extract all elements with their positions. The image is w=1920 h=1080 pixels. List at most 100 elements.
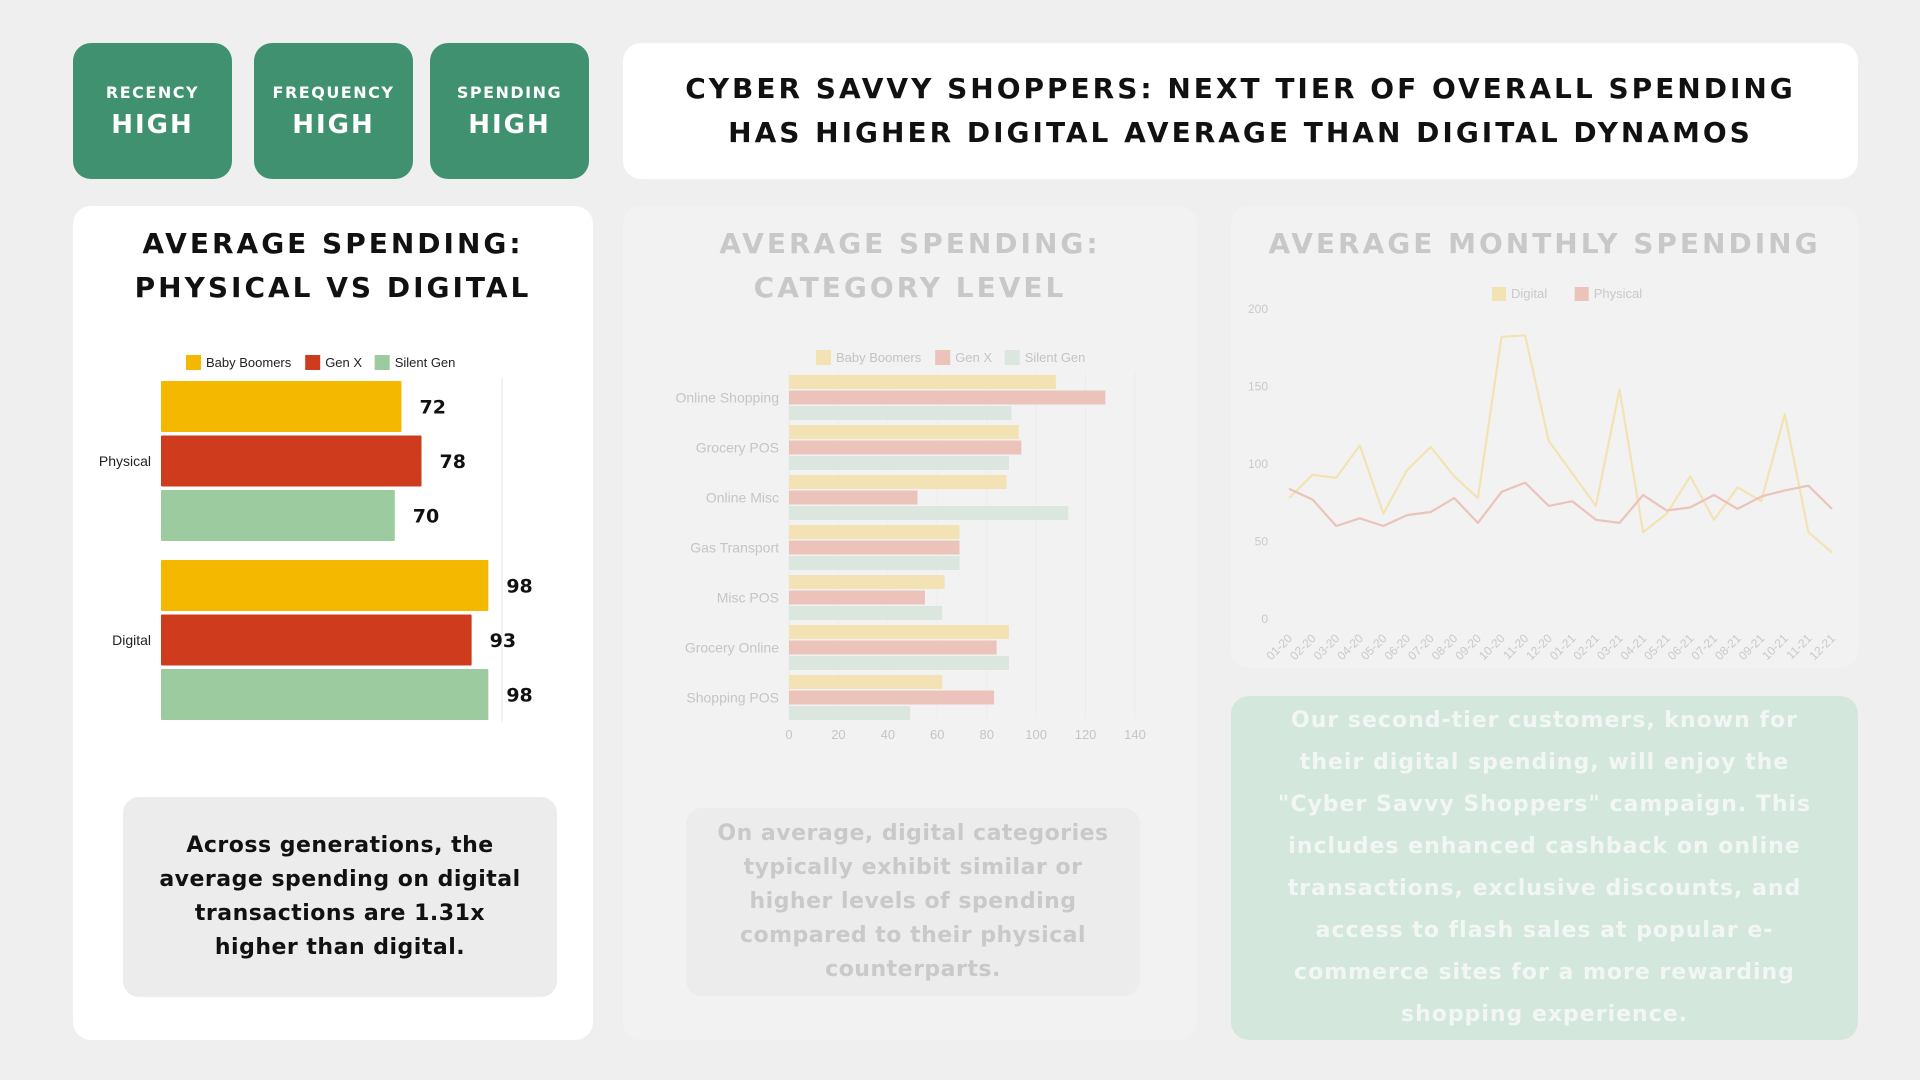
x-tick-08-21: 08-21 [1712, 631, 1744, 663]
category-label-gas-transport: Gas Transport [690, 540, 779, 556]
x-tick-100: 100 [1025, 727, 1047, 742]
frequency-label: FREQUENCY [272, 83, 395, 102]
bar-digital-gen-x [161, 614, 472, 666]
recency-value: HIGH [111, 110, 194, 140]
recency-label: RECENCY [105, 83, 200, 102]
legend-label-baby-boomers: Baby Boomers [206, 355, 292, 370]
x-tick-60: 60 [930, 727, 944, 742]
panel2-title: AVERAGE SPENDING: CATEGORY LEVEL [623, 222, 1197, 310]
legend-label-physical: Physical [1594, 286, 1643, 301]
legend-swatch-gen-x [935, 350, 951, 365]
page-title: CYBER SAVVY SHOPPERS: NEXT TIER OF OVERA… [685, 67, 1796, 155]
bar-shopping-pos-gen-x [789, 690, 995, 705]
panel1-title: AVERAGE SPENDING: PHYSICAL VS DIGITAL [73, 222, 593, 310]
spending-value: HIGH [468, 110, 551, 140]
x-tick-20: 20 [831, 727, 845, 742]
frequency-value: HIGH [292, 110, 375, 140]
category-label-online-shopping: Online Shopping [675, 390, 779, 406]
x-tick-07-20: 07-20 [1405, 631, 1437, 663]
bar-gas-transport-baby-boomers [789, 525, 960, 539]
x-tick-140: 140 [1124, 727, 1146, 742]
bar-shopping-pos-baby-boomers [789, 675, 943, 689]
x-tick-04-20: 04-20 [1334, 631, 1366, 663]
category-label-digital: Digital [112, 632, 151, 648]
legend-label-gen-x: Gen X [955, 350, 992, 365]
y-tick-50: 50 [1255, 535, 1269, 549]
x-tick-03-21: 03-21 [1594, 631, 1626, 663]
bar-grocery-pos-gen-x [789, 440, 1022, 455]
x-tick-10-21: 10-21 [1759, 631, 1791, 663]
bar-physical-gen-x [161, 435, 422, 487]
x-tick-01-20: 01-20 [1264, 631, 1296, 663]
bar-digital-baby-boomers [161, 560, 489, 611]
bar-misc-pos-baby-boomers [789, 575, 945, 589]
panel1-note: Across generations, the average spending… [123, 797, 557, 997]
legend-swatch-gen-x [305, 355, 321, 370]
bar-misc-pos-gen-x [789, 590, 925, 605]
spending-label: SPENDING [456, 83, 563, 102]
panel2-note: On average, digital categories typically… [686, 808, 1140, 996]
bar-physical-baby-boomers [161, 381, 402, 432]
x-tick-12-20: 12-20 [1523, 631, 1555, 663]
page-title-line1: CYBER SAVVY SHOPPERS: NEXT TIER OF OVERA… [685, 72, 1796, 105]
header-card: CYBER SAVVY SHOPPERS: NEXT TIER OF OVERA… [623, 43, 1858, 179]
panel1-title-line1: AVERAGE SPENDING: [142, 227, 524, 260]
x-tick-120: 120 [1075, 727, 1097, 742]
bar-misc-pos-silent-gen [789, 606, 943, 620]
data-label-physical-silent-gen: 70 [413, 506, 439, 528]
legend-swatch-physical [1574, 287, 1589, 301]
y-tick-150: 150 [1248, 380, 1268, 394]
x-tick-07-21: 07-21 [1688, 631, 1720, 663]
data-label-digital-silent-gen: 98 [506, 685, 532, 707]
legend-label-silent-gen: Silent Gen [395, 355, 456, 370]
recency-badge: RECENCY HIGH [73, 43, 232, 179]
x-tick-06-21: 06-21 [1665, 631, 1697, 663]
x-tick-04-21: 04-21 [1618, 631, 1650, 663]
bar-physical-silent-gen [161, 490, 395, 541]
panel3-note: Our second-tier customers, known for the… [1231, 696, 1858, 1040]
data-label-physical-gen-x: 78 [440, 451, 466, 473]
bar-grocery-online-gen-x [789, 640, 997, 655]
bar-online-shopping-silent-gen [789, 406, 1012, 420]
data-label-digital-gen-x: 93 [490, 630, 516, 652]
x-tick-40: 40 [881, 727, 895, 742]
bar-grocery-online-silent-gen [789, 656, 1009, 670]
spending-badge: SPENDING HIGH [430, 43, 589, 179]
bar-digital-silent-gen [161, 669, 489, 720]
x-tick-09-20: 09-20 [1452, 631, 1484, 663]
legend-label-silent-gen: Silent Gen [1025, 350, 1086, 365]
y-tick-0: 0 [1261, 612, 1268, 626]
page-title-line2: HAS HIGHER DIGITAL AVERAGE THAN DIGITAL … [728, 116, 1753, 149]
x-tick-05-21: 05-21 [1641, 631, 1673, 663]
x-tick-05-20: 05-20 [1358, 631, 1390, 663]
panel3-title: AVERAGE MONTHLY SPENDING [1268, 227, 1821, 260]
data-label-physical-baby-boomers: 72 [419, 397, 445, 419]
bar-online-shopping-baby-boomers [789, 375, 1056, 389]
legend-label-gen-x: Gen X [325, 355, 362, 370]
bar-shopping-pos-silent-gen [789, 706, 911, 720]
panel1-title-line2: PHYSICAL VS DIGITAL [134, 271, 532, 304]
bar-grocery-pos-silent-gen [789, 456, 1009, 470]
category-label-physical: Physical [99, 453, 151, 469]
panel2-title-line1: AVERAGE SPENDING: [719, 227, 1101, 260]
x-tick-02-21: 02-21 [1570, 631, 1602, 663]
y-tick-100: 100 [1248, 457, 1268, 471]
x-tick-12-21: 12-21 [1807, 631, 1839, 663]
series-line-physical [1288, 481, 1833, 528]
x-tick-80: 80 [979, 727, 993, 742]
x-tick-10-20: 10-20 [1476, 631, 1508, 663]
y-tick-200: 200 [1248, 302, 1268, 316]
legend-swatch-baby-boomers [186, 355, 201, 370]
legend-label-baby-boomers: Baby Boomers [836, 350, 922, 365]
category-label-online-misc: Online Misc [706, 490, 779, 506]
bar-grocery-online-baby-boomers [789, 625, 1009, 639]
series-line-digital [1288, 334, 1833, 554]
bar-online-misc-gen-x [789, 490, 918, 505]
x-tick-06-20: 06-20 [1382, 631, 1414, 663]
bar-online-misc-silent-gen [789, 506, 1069, 520]
bar-online-shopping-gen-x [789, 390, 1106, 405]
legend-swatch-silent-gen [374, 355, 390, 370]
x-tick-09-21: 09-21 [1736, 631, 1768, 663]
